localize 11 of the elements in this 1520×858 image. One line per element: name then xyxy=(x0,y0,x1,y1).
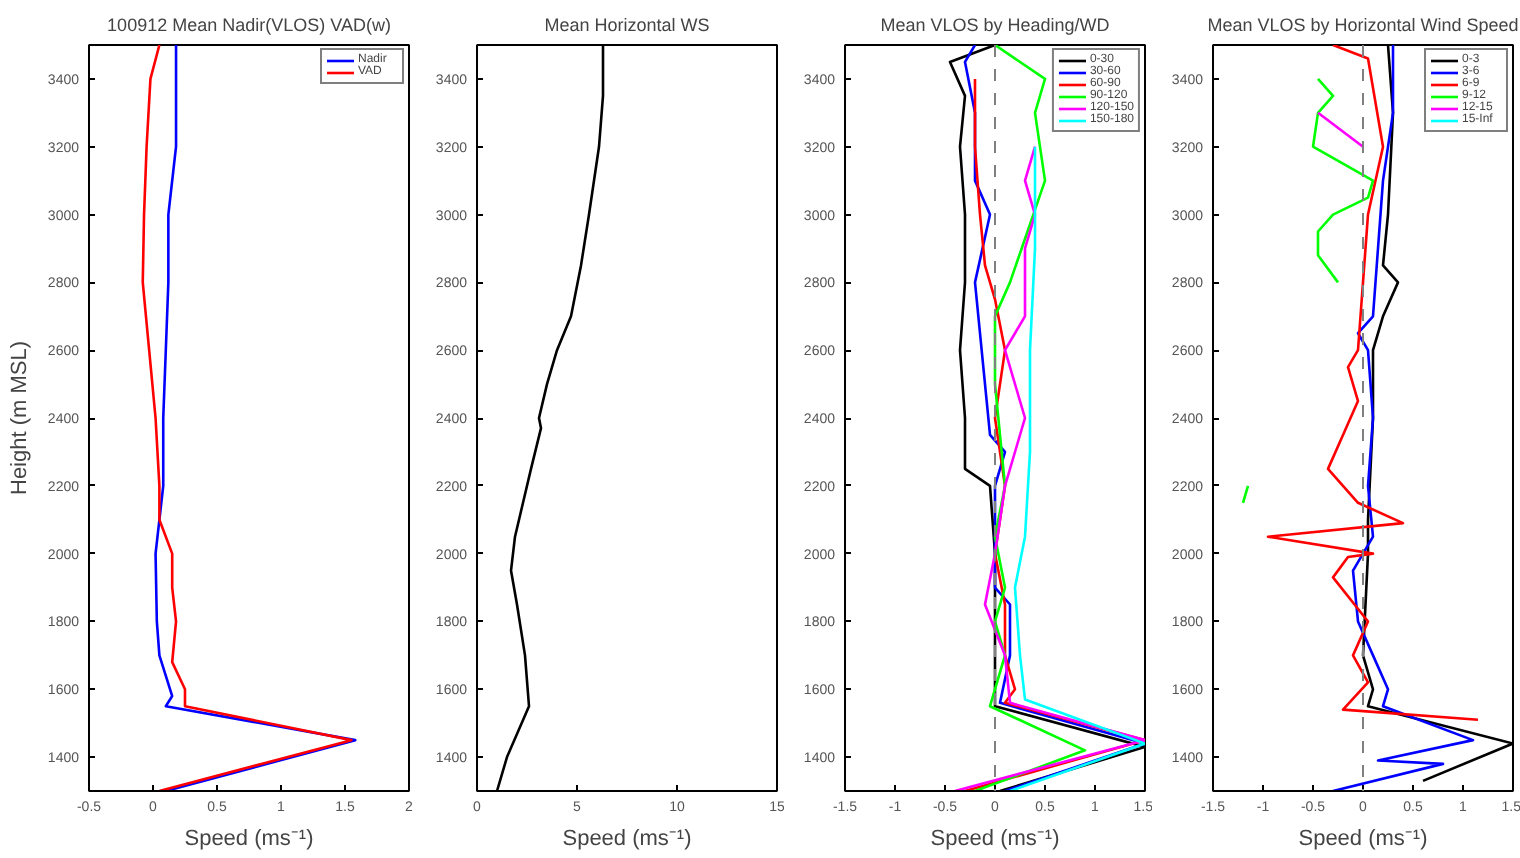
chart-title: Mean Horizontal WS xyxy=(544,15,710,35)
chart-title: Mean VLOS by Horizontal Wind Speed xyxy=(1207,15,1519,35)
chart-title: 100912 Mean Nadir(VLOS) VAD(w) xyxy=(107,15,391,35)
line-series xyxy=(973,45,1087,791)
x-axis-title: Speed (ms⁻¹) xyxy=(562,827,692,851)
line-series xyxy=(1008,145,1145,791)
x-axis-title: Speed (ms⁻¹) xyxy=(930,827,1060,851)
x-axis-title: Speed (ms⁻¹) xyxy=(1298,827,1428,851)
y-axis-title: Height (m MSL) xyxy=(7,340,32,496)
x-axis-title: Speed (ms⁻¹) xyxy=(184,827,314,851)
chart-title: Mean VLOS by Heading/WD xyxy=(880,15,1111,35)
